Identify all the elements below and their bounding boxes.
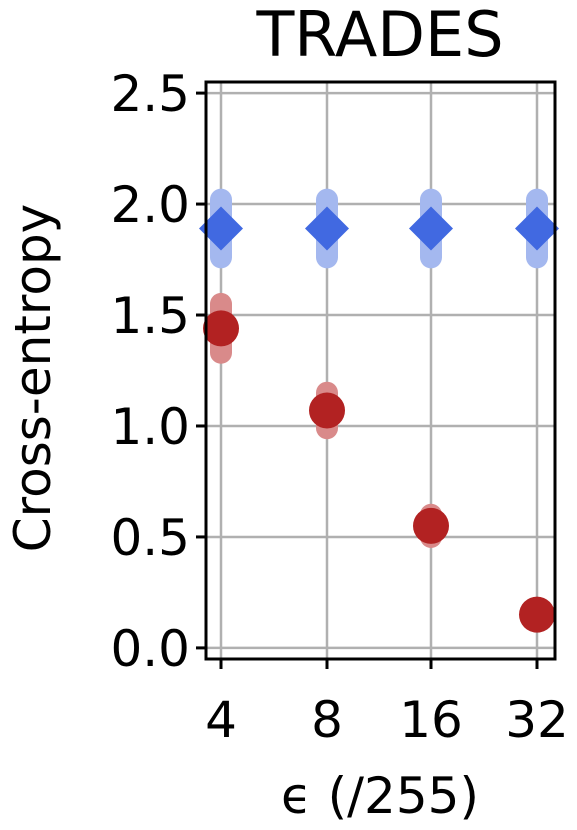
x-tick-label: 4 [205, 691, 237, 749]
data-point-circle [413, 507, 449, 544]
y-axis-label: Cross-entropy [4, 204, 62, 553]
data-point-diamond [199, 206, 243, 251]
x-tick-label: 8 [311, 691, 343, 749]
data-point-circle [203, 310, 239, 347]
data-point-diamond [515, 206, 559, 251]
y-tick-label: 1.5 [110, 287, 190, 345]
grid [206, 82, 555, 659]
markers [199, 206, 559, 633]
data-point-circle [519, 596, 555, 633]
y-tick-label: 0.5 [110, 509, 190, 567]
chart-title: TRADES [255, 0, 503, 71]
y-tick-label: 2.5 [110, 65, 190, 123]
axes [196, 80, 557, 669]
data-point-diamond [305, 206, 349, 251]
tick-labels: 0.0 0.5 1.0 1.5 2.0 2.5 4 8 16 32 [110, 65, 568, 749]
x-axis-label: ϵ (/255) [281, 767, 479, 825]
x-tick-label: 16 [399, 691, 463, 749]
y-tick-label: 2.0 [110, 176, 190, 234]
y-tick-label: 1.0 [110, 398, 190, 456]
data-point-circle [309, 392, 345, 429]
y-tick-label: 0.0 [110, 620, 190, 678]
data-point-diamond [409, 206, 453, 251]
plot-frame [204, 80, 557, 661]
x-tick-label: 32 [505, 691, 569, 749]
error-bars [210, 188, 548, 631]
